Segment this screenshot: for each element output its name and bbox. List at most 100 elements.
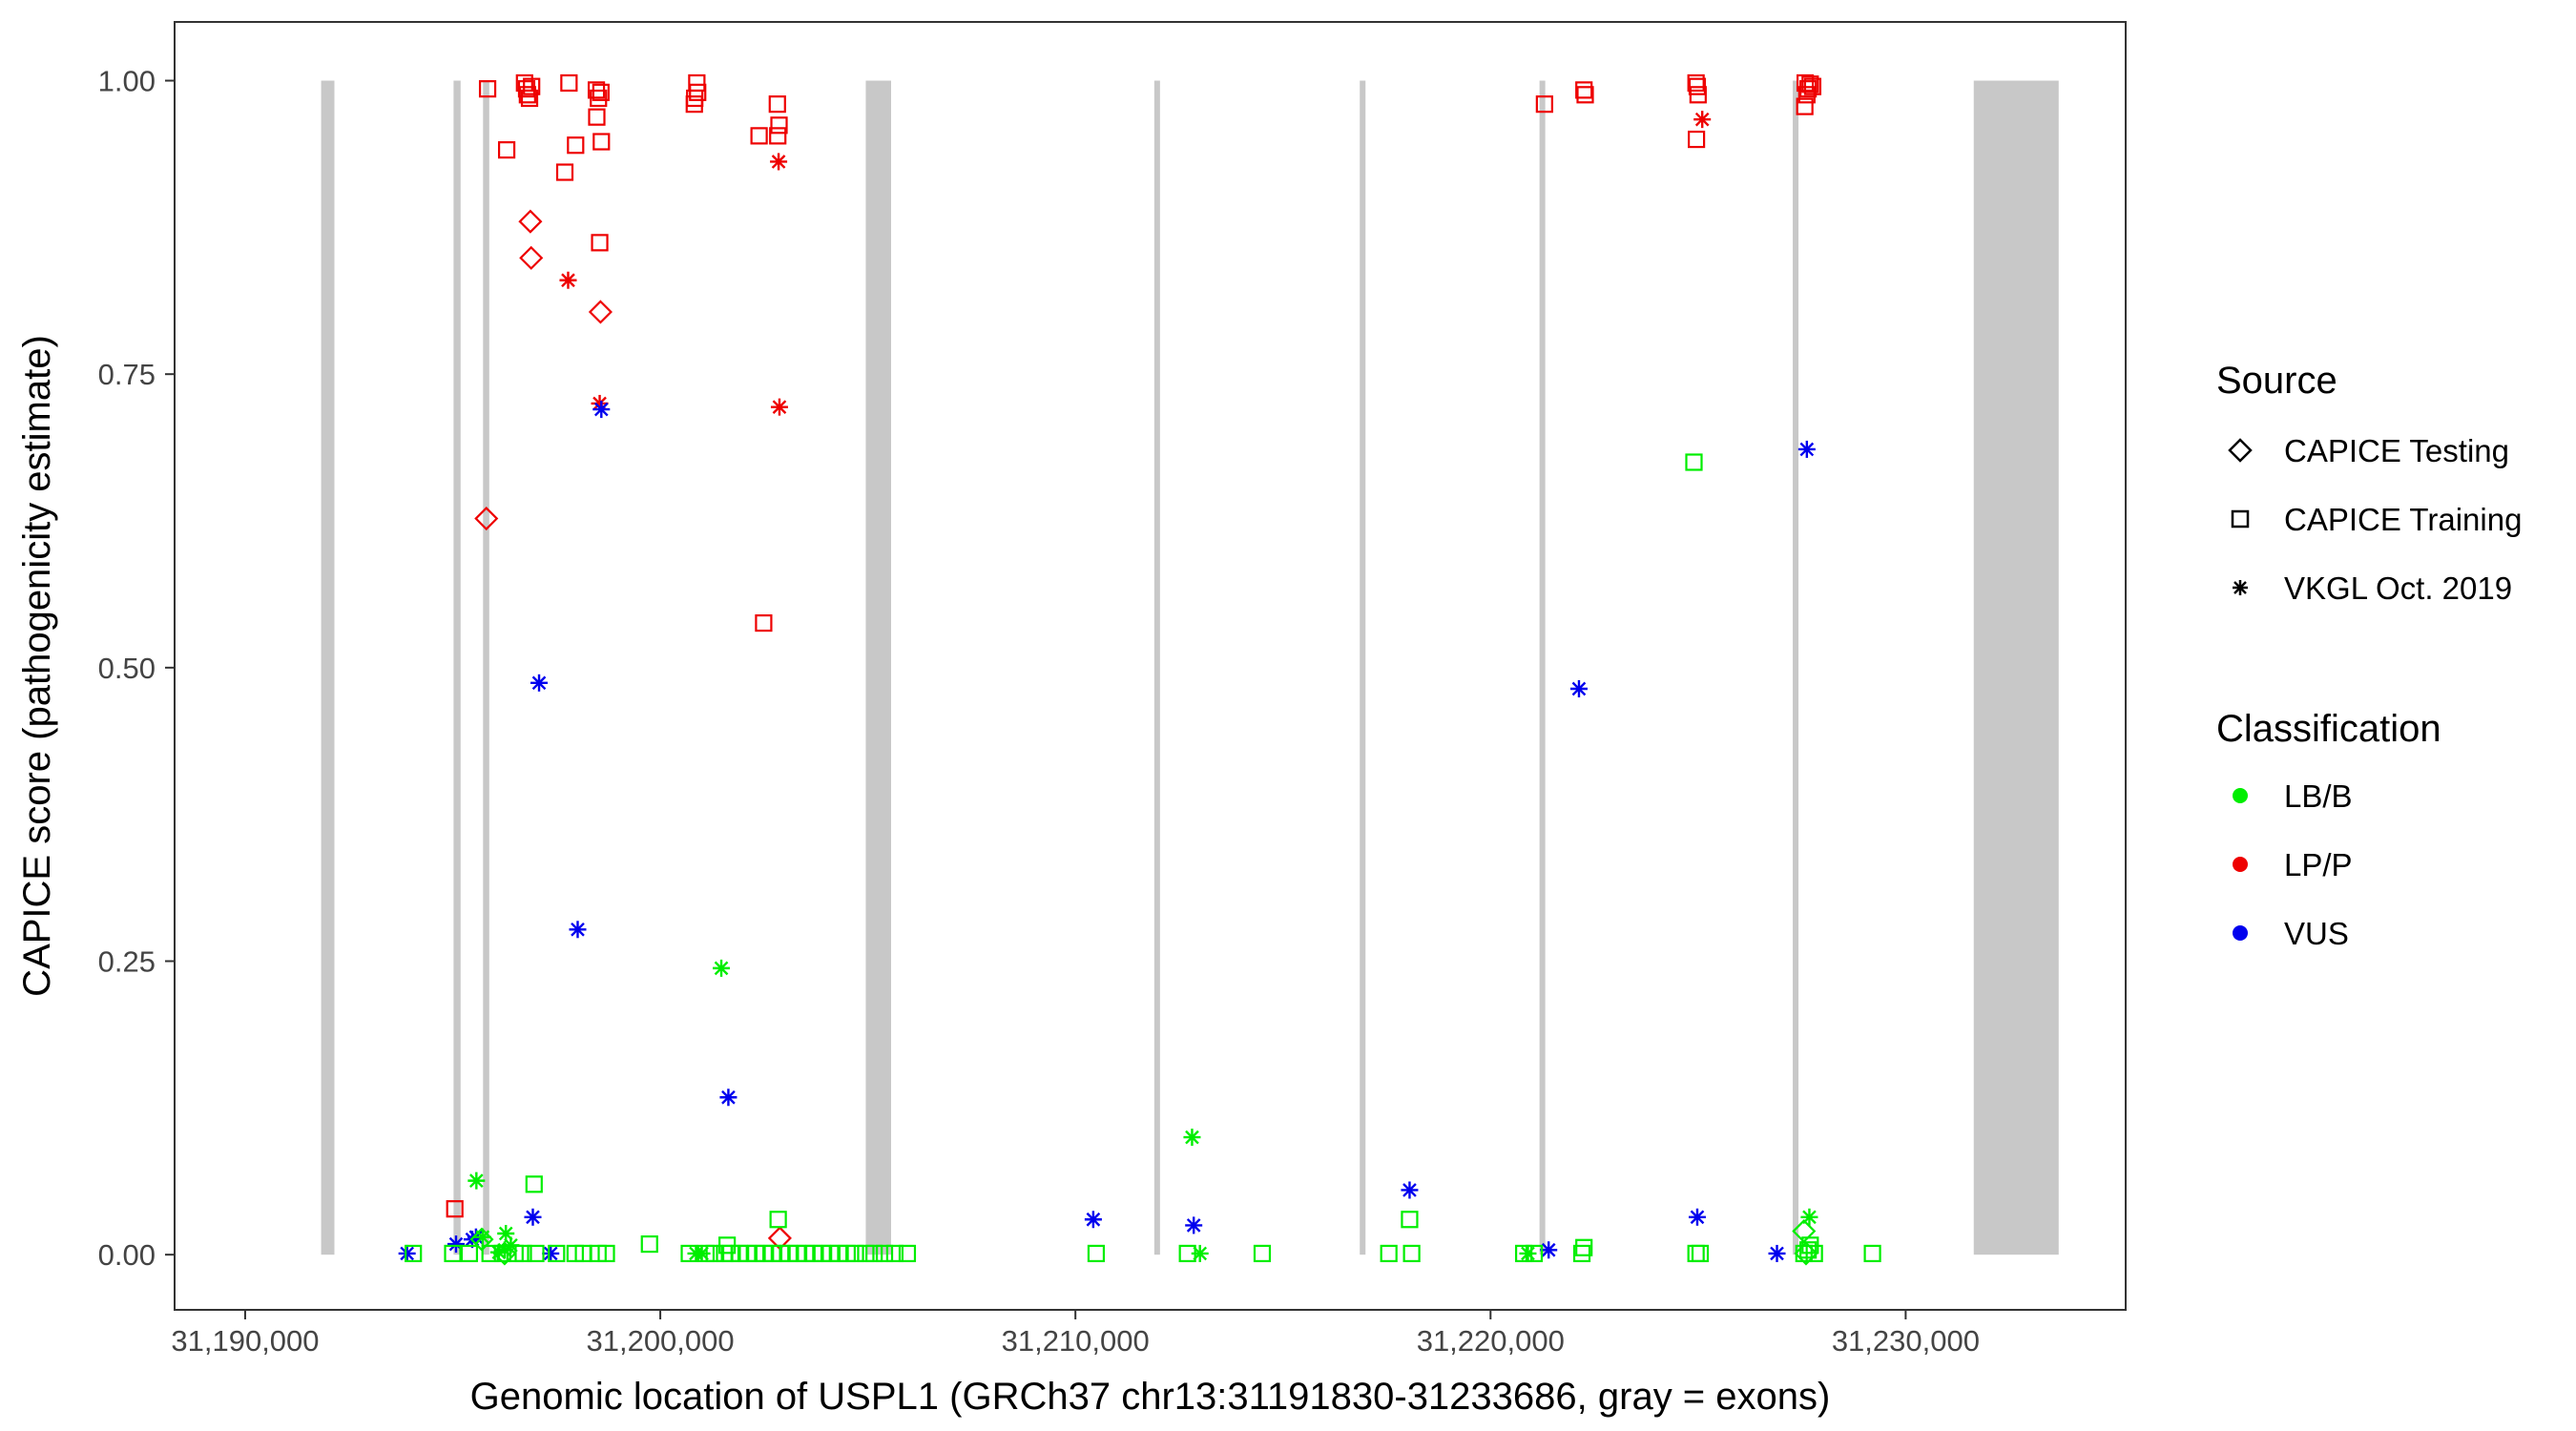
data-point-square [1801, 75, 1819, 93]
data-point-asterisk [693, 1244, 711, 1262]
data-point-asterisk [1693, 111, 1712, 129]
data-point-square [591, 234, 609, 252]
data-point-square [405, 1244, 423, 1263]
series-vkgl-vus [398, 401, 1816, 1262]
data-point-diamond [519, 245, 544, 270]
legend-source-title: Source [2216, 360, 2337, 402]
legend-label-lbb: LB/B [2284, 778, 2353, 814]
data-point-square [1575, 1238, 1593, 1256]
data-point-square [1178, 1244, 1196, 1263]
data-point-diamond [469, 1227, 494, 1252]
y-tick-label: 0.00 [98, 1238, 156, 1272]
legend-classification-title: Classification [2216, 708, 2441, 750]
data-point-square [1535, 95, 1553, 114]
data-point-asterisk [1519, 1244, 1537, 1262]
y-tick-label: 1.00 [98, 65, 156, 98]
y-axis: 0.00 0.25 0.50 0.75 1.00 [98, 65, 175, 1272]
data-point-square [527, 1244, 545, 1263]
data-point-asterisk [1191, 1244, 1209, 1262]
data-point-square [560, 73, 578, 93]
data-point-asterisk [398, 1244, 416, 1262]
data-point-diamond [1792, 1218, 1817, 1244]
exon-band-2 [453, 80, 461, 1255]
legend-label-capice-testing: CAPICE Testing [2284, 433, 2509, 468]
data-point-square [640, 1234, 658, 1254]
data-point-square [1401, 1211, 1419, 1229]
data-point-square [523, 77, 541, 95]
data-point-square [1805, 1244, 1823, 1263]
data-point-square [680, 1244, 698, 1263]
data-point-asterisk [1185, 1216, 1203, 1234]
data-point-square [769, 1211, 787, 1229]
data-point-asterisk [530, 674, 549, 692]
data-point-diamond [518, 209, 543, 234]
exon-band-1 [321, 80, 335, 1255]
data-point-square [590, 89, 608, 108]
data-point-square [1687, 73, 1705, 93]
series-capice-training-lp-p [446, 73, 1822, 1218]
data-point-square [1402, 1244, 1421, 1263]
legend-label-capice-training: CAPICE Training [2284, 502, 2522, 537]
points-layer [398, 73, 1881, 1266]
data-point-asterisk [467, 1172, 486, 1190]
legend-label-vkgl: VKGL Oct. 2019 [2284, 570, 2512, 606]
data-point-diamond [1794, 1241, 1818, 1266]
data-point-square [1576, 86, 1594, 104]
data-point-asterisk [1797, 440, 1816, 458]
data-point-square [1689, 86, 1707, 104]
data-point-square [1380, 1244, 1398, 1263]
exons-layer [321, 80, 2059, 1255]
data-point-square [768, 95, 786, 114]
legend-classification: Classification LB/B LP/P VUS [2216, 708, 2441, 951]
data-point-square [885, 1244, 904, 1263]
data-point-square [567, 136, 585, 155]
data-point-square [689, 83, 707, 101]
data-point-square [1525, 1244, 1544, 1263]
data-point-square [548, 1244, 566, 1263]
data-point-square [520, 89, 539, 108]
data-point-asterisk [713, 959, 731, 977]
y-tick-label: 0.75 [98, 358, 156, 391]
legend-asterisk-icon-stroke-4 [2233, 581, 2247, 594]
data-point-square [525, 1175, 543, 1193]
data-point-asterisk [1183, 1129, 1201, 1147]
data-point-asterisk [592, 401, 611, 419]
data-point-square [1687, 130, 1706, 149]
data-point-square [1863, 1244, 1881, 1263]
data-point-square [755, 613, 773, 633]
x-tick-label: 31,210,000 [1002, 1324, 1150, 1358]
data-point-square [846, 1244, 864, 1263]
data-point-square [1799, 80, 1818, 98]
data-point-diamond [588, 300, 613, 324]
data-point-square [1685, 453, 1703, 471]
data-point-asterisk [1569, 679, 1588, 697]
data-point-asterisk [524, 1208, 542, 1226]
data-point-square [769, 127, 787, 145]
legend-diamond-icon [2228, 438, 2253, 463]
data-point-square [1514, 1244, 1533, 1263]
legend-dot-lbb [2233, 788, 2248, 803]
x-tick-label: 31,230,000 [1832, 1324, 1980, 1358]
data-point-square [460, 1244, 479, 1263]
exon-band-5 [1153, 80, 1160, 1255]
data-point-asterisk [719, 1089, 737, 1107]
data-point-square [1575, 81, 1593, 99]
legend-dot-lpp [2233, 857, 2248, 872]
x-axis: 31,190,000 31,200,000 31,210,000 31,220,000… [171, 1310, 1980, 1358]
data-point-square [555, 163, 574, 181]
data-point-asterisk [559, 271, 577, 289]
data-point-asterisk [770, 398, 788, 416]
legend-source: Source CAPICE Testing CAPICE Training VK… [2216, 360, 2522, 606]
data-point-asterisk [1084, 1211, 1102, 1229]
series-capice-training-lb-b [405, 453, 1881, 1263]
data-point-asterisk [1768, 1244, 1786, 1262]
data-point-square [770, 116, 788, 135]
legend-item-capice-testing: CAPICE Testing [2228, 433, 2509, 468]
data-point-square [750, 127, 768, 145]
data-point-square [1253, 1244, 1272, 1263]
data-point-square [1087, 1244, 1106, 1263]
data-point-square [446, 1200, 464, 1218]
data-point-square [1572, 1244, 1591, 1263]
x-tick-label: 31,200,000 [586, 1324, 734, 1358]
x-tick-label: 31,220,000 [1417, 1324, 1565, 1358]
